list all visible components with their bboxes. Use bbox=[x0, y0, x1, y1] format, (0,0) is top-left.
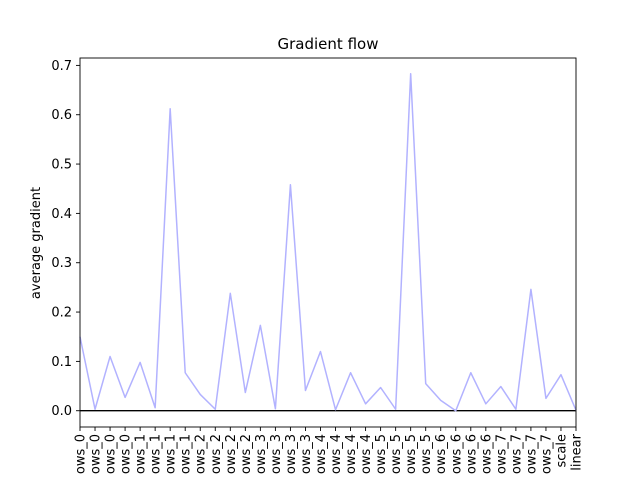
x-tick-label: ows_7 bbox=[494, 434, 509, 474]
x-tick-label: ows_5 bbox=[389, 434, 404, 474]
x-tick-label: ows_7 bbox=[539, 434, 554, 474]
y-tick-label: 0.6 bbox=[51, 108, 72, 123]
x-tick-label: ows_0 bbox=[104, 434, 119, 474]
x-tick-label: ows_4 bbox=[344, 434, 359, 474]
x-tick-label: ows_5 bbox=[404, 434, 419, 474]
x-tick-label: ows_7 bbox=[509, 434, 524, 474]
x-tick-label: scale bbox=[554, 434, 569, 468]
x-tick-label: ows_1 bbox=[149, 434, 164, 474]
y-tick-label: 0.5 bbox=[51, 158, 72, 173]
x-tick-label: ows_2 bbox=[224, 434, 239, 474]
x-tick-label: ows_1 bbox=[134, 434, 149, 474]
x-tick-label: ows_3 bbox=[284, 434, 299, 474]
x-tick-label: ows_3 bbox=[299, 434, 314, 474]
x-tick-label: ows_3 bbox=[269, 434, 284, 474]
x-tick-label: linear bbox=[570, 433, 585, 470]
y-tick-label: 0.7 bbox=[51, 59, 72, 74]
plot-frame bbox=[79, 57, 577, 428]
x-tick-label: ows_5 bbox=[419, 434, 434, 474]
y-tick-label: 0.1 bbox=[51, 355, 72, 370]
x-tick-label: ows_4 bbox=[359, 434, 374, 474]
x-tick-label: ows_2 bbox=[239, 434, 254, 474]
x-tick-label: ows_0 bbox=[119, 434, 134, 474]
y-tick-label: 0.0 bbox=[51, 404, 72, 419]
y-tick-label: 0.4 bbox=[51, 207, 72, 222]
x-tick-label: ows_4 bbox=[329, 434, 344, 474]
x-tick-label: ows_3 bbox=[254, 434, 269, 474]
x-tick-label: ows_7 bbox=[524, 434, 539, 474]
x-tick-label: ows_2 bbox=[194, 434, 209, 474]
x-tick-label: ows_1 bbox=[179, 434, 194, 474]
y-axis-label: average gradient bbox=[29, 187, 44, 299]
x-tick-label: ows_6 bbox=[479, 434, 494, 474]
x-tick-label: ows_4 bbox=[314, 434, 329, 474]
x-tick-label: ows_1 bbox=[164, 434, 179, 474]
y-tick-label: 0.2 bbox=[51, 306, 72, 321]
y-tick-label: 0.3 bbox=[51, 256, 72, 271]
x-tick-label: ows_0 bbox=[89, 434, 104, 474]
x-tick-label: ows_0 bbox=[74, 434, 89, 474]
x-tick-label: ows_6 bbox=[434, 434, 449, 474]
x-tick-label: ows_2 bbox=[209, 434, 224, 474]
x-tick-label: ows_6 bbox=[464, 434, 479, 474]
x-tick-label: ows_5 bbox=[374, 434, 389, 474]
x-tick-label: ows_6 bbox=[449, 434, 464, 474]
series-line bbox=[79, 73, 577, 412]
chart-title: Gradient flow bbox=[278, 35, 379, 53]
